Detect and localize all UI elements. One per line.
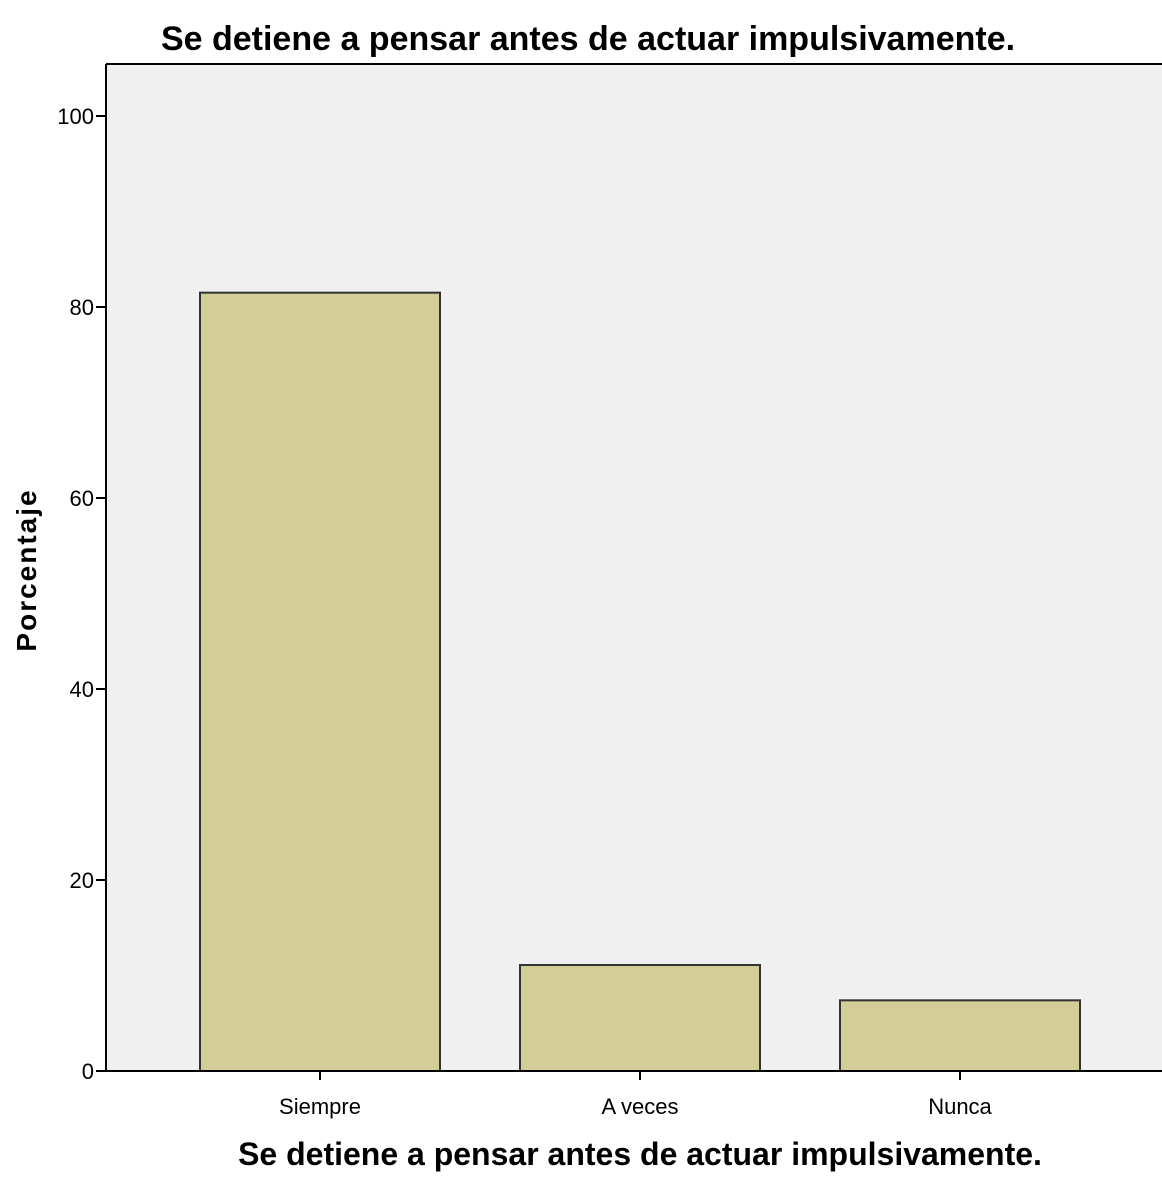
y-axis-label: Porcentaje (11, 488, 42, 651)
bar-siempre (199, 291, 441, 1072)
y-tick-label: 100 (57, 104, 94, 129)
chart-title: Se detiene a pensar antes de actuar impu… (161, 20, 1015, 58)
x-axis-label: Se detiene a pensar antes de actuar impu… (238, 1136, 1042, 1172)
bars-group (199, 291, 1081, 1073)
y-tick-label: 80 (70, 295, 94, 320)
y-tick-label: 20 (70, 868, 94, 893)
x-axis: Siempre A veces Nunca (106, 1070, 1162, 1119)
y-tick-label: 60 (70, 486, 94, 511)
y-tick-label: 40 (70, 677, 94, 702)
y-tick-label: 0 (82, 1059, 94, 1084)
x-tick-label: Nunca (928, 1094, 992, 1119)
y-axis: 0 20 40 60 80 100 (57, 64, 107, 1084)
x-tick-label: Siempre (279, 1094, 361, 1119)
bar-nunca (839, 999, 1081, 1073)
bar-a-veces (519, 963, 761, 1072)
x-tick-label: A veces (601, 1094, 678, 1119)
